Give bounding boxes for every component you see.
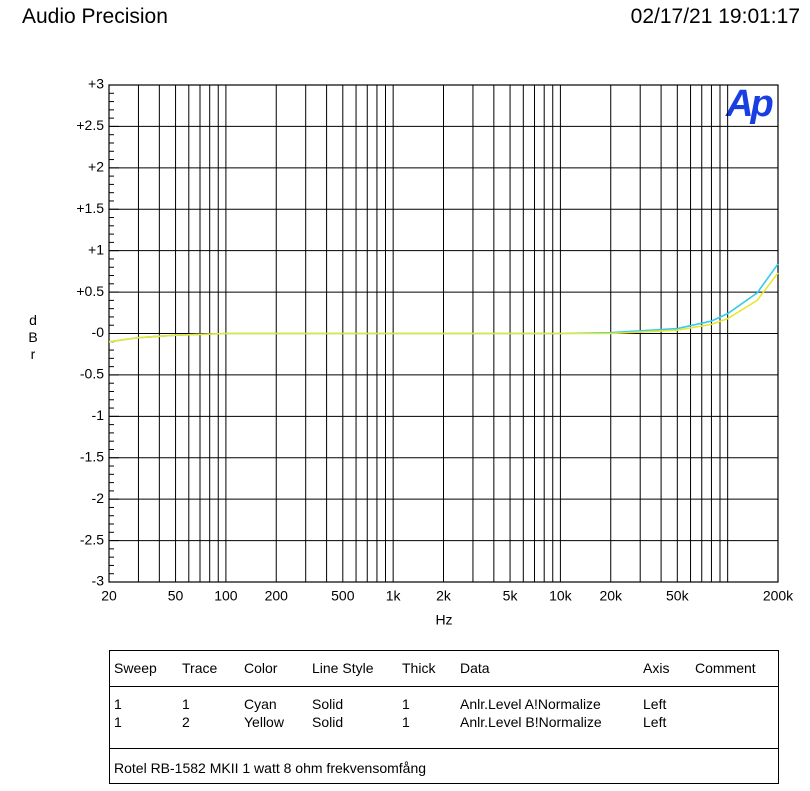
y-tick-label: -2.5 [80,531,104,547]
table-header: Line Style [312,660,374,676]
table-cell: 1 [182,696,190,712]
table-header: Sweep [114,660,157,676]
table-cell: Solid [312,714,344,730]
separator [110,748,778,749]
table-header: Data [460,660,490,676]
table-cell: Anlr.Level A!Normalize [460,696,601,712]
table-cell: Anlr.Level B!Normalize [460,714,602,730]
y-tick-label: -3 [92,573,105,589]
x-axis-label: Hz [435,612,452,628]
table-header: Color [244,660,278,676]
x-tick-label: 10k [549,588,573,604]
x-tick-label: 2k [436,588,452,604]
x-tick-label: 1k [386,588,402,604]
table-cell: 1 [402,696,410,712]
y-tick-label: +1 [88,241,104,257]
table-cell: 1 [402,714,410,730]
x-tick-label: 50 [168,588,184,604]
header-left: Audio Precision [22,5,168,28]
table-footer: Rotel RB-1582 MKII 1 watt 8 ohm frekvens… [114,760,427,776]
y-tick-label: -1.5 [80,448,104,464]
table-cell: Cyan [244,696,277,712]
table-header: Thick [402,660,436,676]
table-cell: Solid [312,696,344,712]
table-header: Trace [182,660,218,676]
y-tick-label: +1.5 [76,200,104,216]
y-tick-label: -0 [92,324,105,340]
logo: Ap [725,83,772,125]
x-tick-label: 20 [101,588,117,604]
x-tick-label: 200 [265,588,289,604]
y-tick-label: +0.5 [76,283,104,299]
x-tick-label: 200k [763,588,794,604]
separator [110,686,778,687]
y-tick-label: +3 [88,76,104,92]
y-tick-label: +2.5 [76,117,104,133]
x-tick-label: 5k [503,588,519,604]
table-header: Axis [643,660,670,676]
y-tick-label: -1 [92,407,105,423]
table-cell: Yellow [244,714,284,730]
header-right: 02/17/21 19:01:17 [630,5,800,28]
y-tick-label: -2 [92,490,105,506]
x-tick-label: 100 [214,588,238,604]
legend-table: Sweep Trace Color Line Style Thick Data Axis Co… [109,650,779,784]
table-cell: Left [643,696,667,712]
x-tick-label: 20k [599,588,623,604]
table-cell: Left [643,714,667,730]
table-cell: 2 [182,714,190,730]
chart: Hz dBr Ap +3 +2.5 +2 +1.5 +1 +0.5 -0 -0.5 -1 -1.5… [25,76,794,628]
series-line [108,272,779,343]
y-tick-label: +2 [88,159,104,175]
x-tick-label: 500 [331,588,355,604]
x-tick-label: 50k [666,588,690,604]
table-header: Comment [695,660,756,676]
y-tick-label: -0.5 [80,366,104,382]
y-axis-label: dBr [25,312,41,363]
table-cell: 1 [114,714,122,730]
table-cell: 1 [114,696,122,712]
